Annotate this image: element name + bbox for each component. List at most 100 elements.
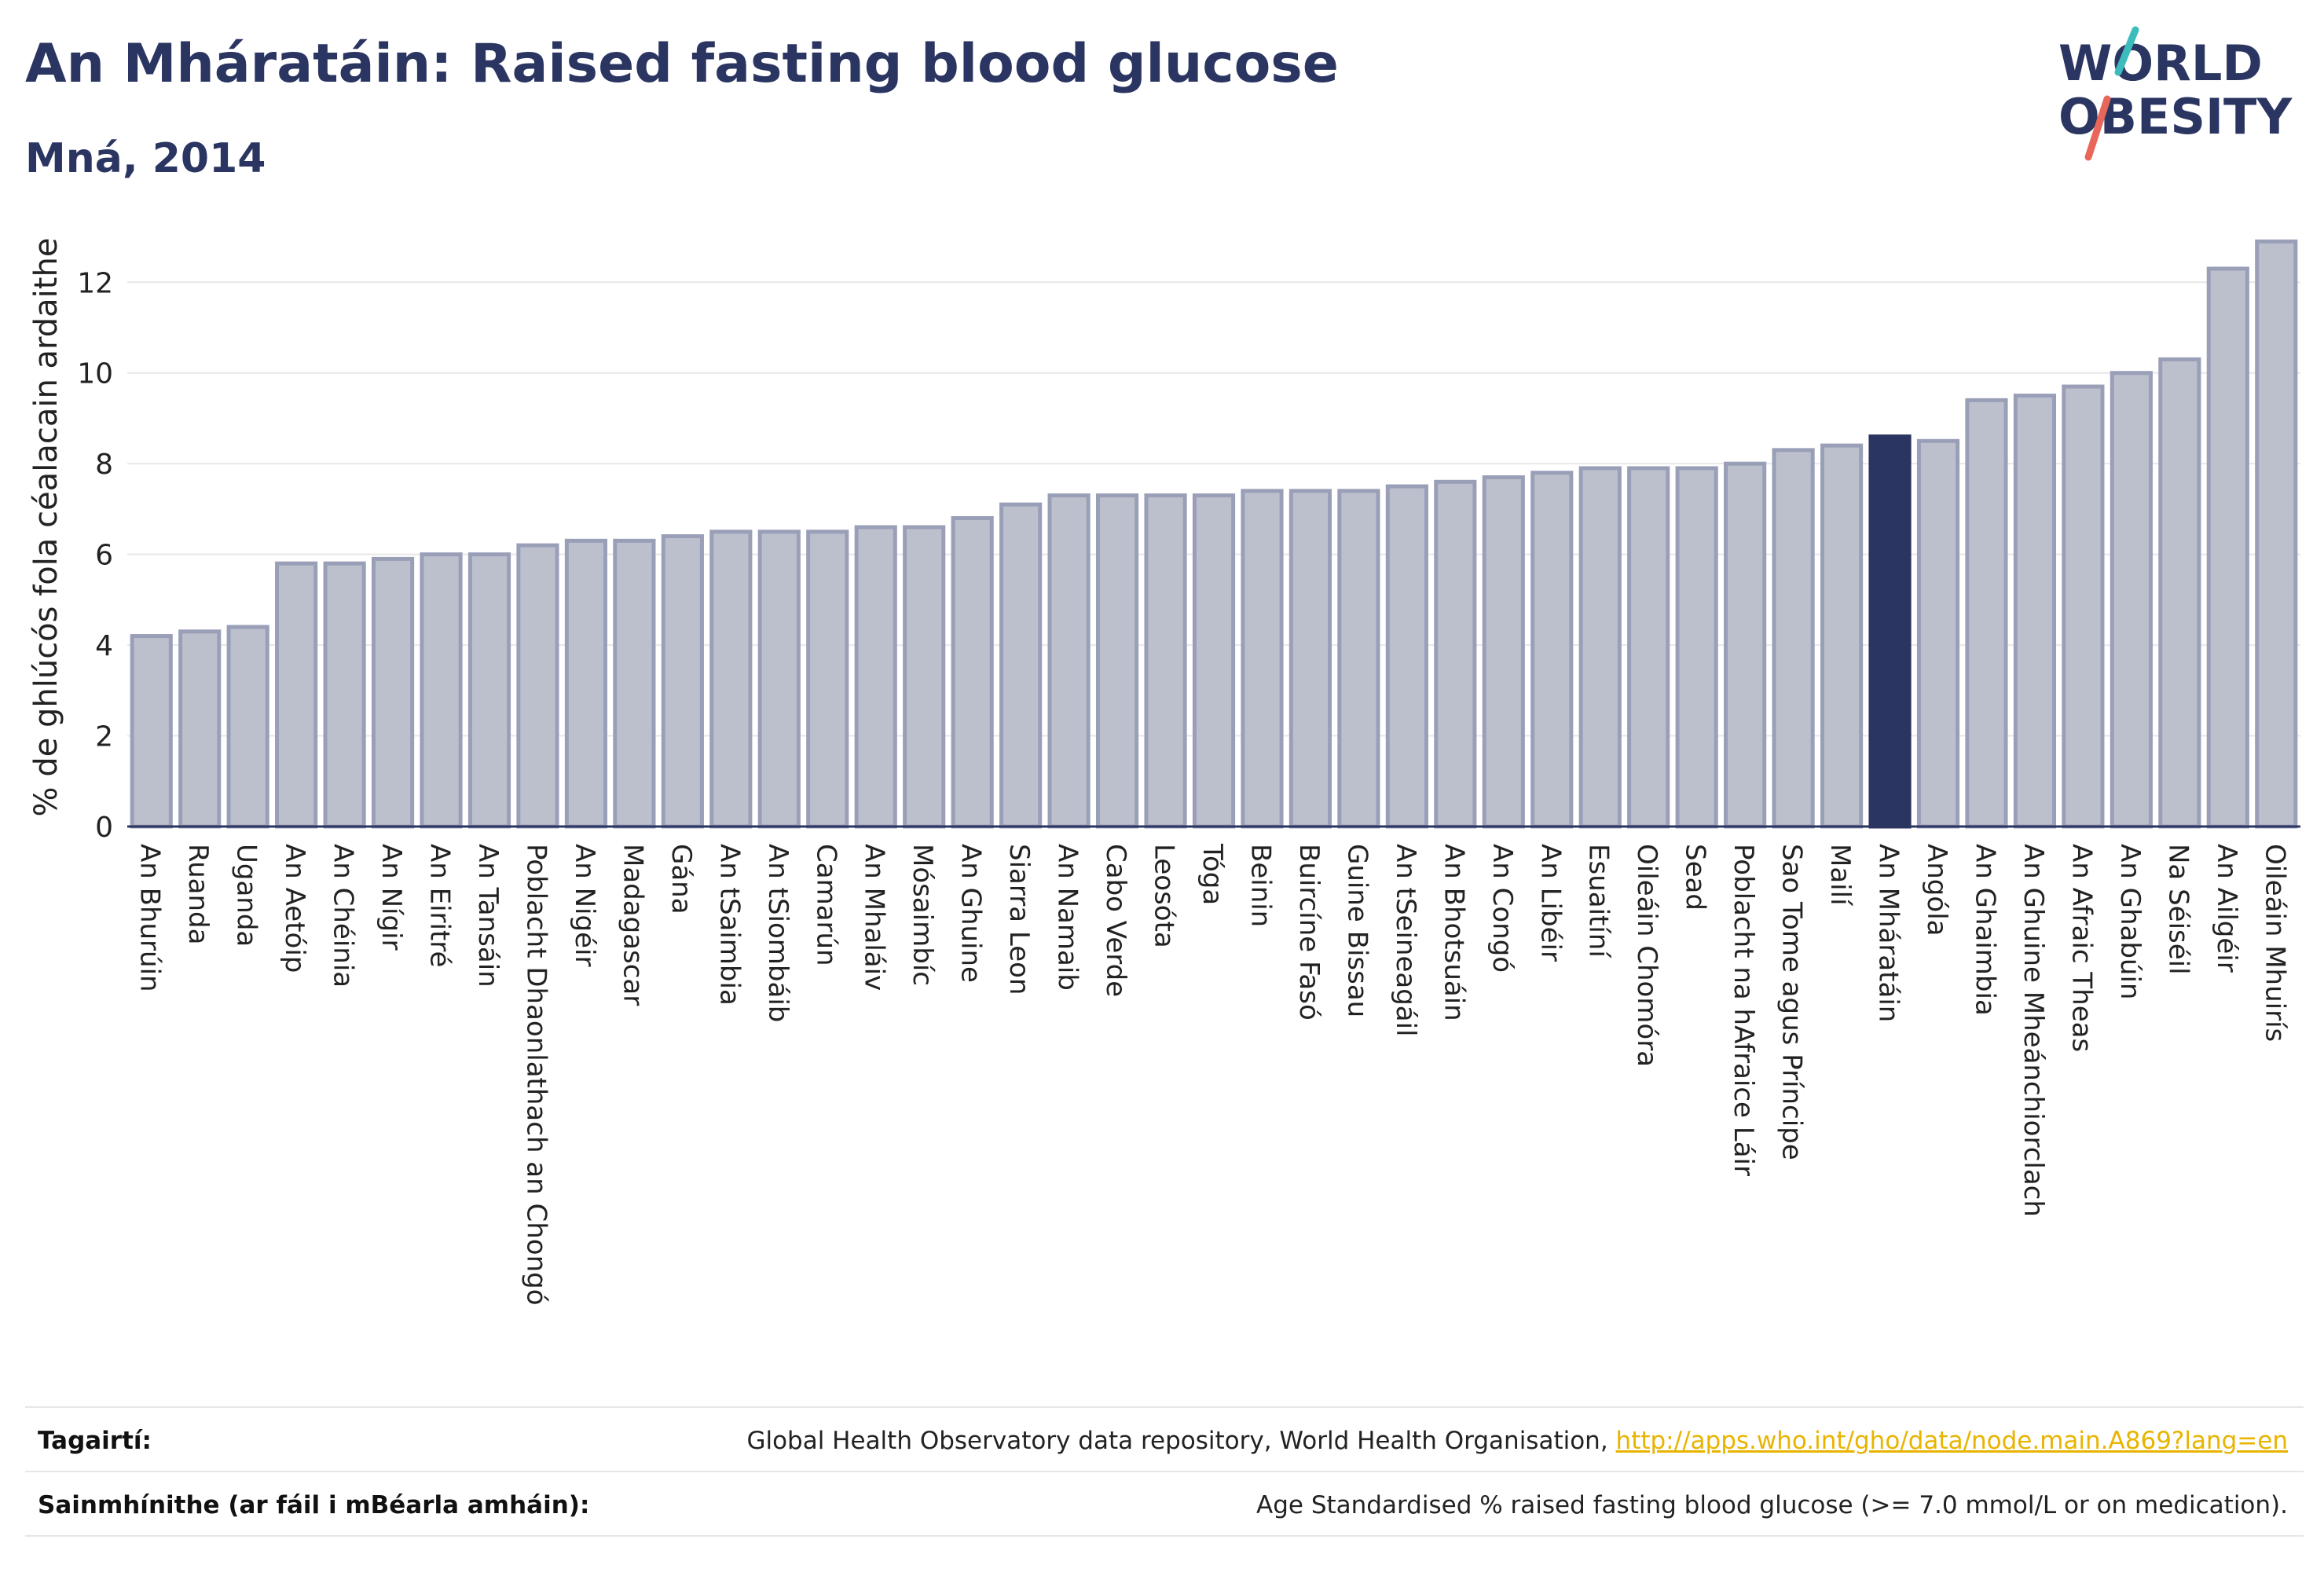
y-tick-label: 4	[95, 630, 113, 662]
bar	[130, 634, 173, 829]
bar	[1337, 489, 1380, 829]
x-tick-label: An Ghabúin	[2114, 844, 2146, 999]
bar	[709, 530, 753, 829]
x-tick-label: An tSaimbia	[713, 844, 745, 1006]
bar	[1530, 471, 1574, 829]
bar	[371, 556, 415, 829]
footer-divider-top	[25, 1406, 2304, 1408]
bar	[903, 525, 946, 829]
x-tick-label: Camarún	[810, 844, 841, 966]
bar	[613, 538, 656, 829]
y-tick-label: 0	[95, 812, 113, 844]
x-tick-label: Oileáin Mhuirís	[2259, 844, 2290, 1042]
x-tick-label: An Namaib	[1052, 844, 1083, 991]
x-tick-label: An Mháratáin	[1873, 844, 1904, 1022]
y-tick-label: 6	[95, 540, 113, 572]
bar	[1724, 461, 1767, 829]
x-tick-label: An Afraic Theas	[2066, 844, 2097, 1052]
bar	[467, 552, 511, 829]
bar	[1965, 398, 2008, 829]
references-text-row: Global Health Observatory data repositor…	[746, 1427, 2288, 1455]
x-tick-label: Oileáin Chomóra	[1631, 844, 1662, 1067]
x-tick-label: An tSeineagáil	[1390, 844, 1421, 1037]
x-tick-label: An Libéir	[1534, 844, 1566, 962]
x-tick-label: An tSiombáib	[762, 844, 794, 1022]
x-tick-label: Poblacht Dhaonlathach an Chongó	[520, 844, 552, 1306]
x-tick-label: Esuaitíní	[1583, 844, 1615, 958]
bar	[2158, 357, 2201, 829]
logo-slash-bottom	[2084, 95, 2111, 161]
x-tick-label: An Congó	[1486, 844, 1518, 973]
x-tick-label: An Eiritré	[424, 844, 456, 967]
x-tick-label: Gána	[665, 844, 697, 914]
logo-word-world: WORLD	[2058, 35, 2263, 92]
definitions-label: Sainmhínithe (ar fáil i mBéarla amháin):	[38, 1491, 590, 1519]
bar	[1916, 438, 1960, 829]
x-tick-label: Poblacht na hAfraice Láir	[1728, 844, 1759, 1176]
x-tick-label: An Chéinia	[328, 844, 359, 988]
bar	[178, 629, 222, 829]
bar	[1482, 475, 1525, 829]
bar	[1095, 493, 1139, 829]
bar	[951, 515, 994, 829]
bar	[2013, 394, 2057, 829]
bar	[999, 502, 1043, 829]
bar	[1144, 493, 1187, 829]
x-tick-label: An Nigéir	[569, 844, 600, 966]
x-tick-label: An Bhurúin	[134, 844, 166, 992]
references-link[interactable]: http://apps.who.int/gho/data/node.main.A…	[1615, 1427, 2288, 1455]
x-tick-label: An Ghaimbia	[1969, 844, 2000, 1016]
bar	[2110, 371, 2153, 829]
x-tick-label: Uganda	[231, 844, 262, 947]
x-tick-label: An Bhotsuáin	[1438, 844, 1469, 1021]
x-tick-label: Mósaimbíc	[907, 844, 938, 986]
bar	[757, 530, 801, 829]
x-tick-label: Cabo Verde	[1100, 844, 1131, 997]
bar	[1675, 466, 1718, 829]
bar	[1578, 466, 1622, 829]
y-tick-label: 10	[77, 358, 113, 390]
x-tick-label: An Aetóip	[279, 844, 310, 973]
x-tick-label: Sead	[1680, 844, 1711, 911]
world-obesity-logo: WORLD OBESITY	[2058, 26, 2293, 161]
x-tick-label: Ruanda	[182, 844, 214, 944]
x-tick-label: Guine Bissau	[1341, 844, 1373, 1017]
bar	[854, 525, 897, 829]
bar	[1192, 493, 1236, 829]
x-tick-label: Madagascar	[617, 844, 648, 1006]
bar	[1627, 466, 1670, 829]
bar	[1820, 443, 1864, 829]
footer-divider-middle	[25, 1471, 2304, 1472]
bar	[323, 561, 366, 829]
bar	[2062, 384, 2105, 829]
bar-chart: 0 2 4 6 8 10 12 % de ghlúcós fola céalacain ard…	[28, 238, 2300, 1306]
chart-title: An Mháratáin: Raised fasting blood gluco…	[25, 33, 1339, 95]
x-tick-label: Na Séiséil	[2162, 844, 2194, 975]
bar	[1385, 484, 1428, 829]
chart-subtitle: Mná, 2014	[25, 135, 266, 182]
bar	[1772, 448, 1815, 829]
bar	[516, 543, 559, 829]
bar	[661, 534, 704, 829]
x-tick-label: Sao Tome agus Príncipe	[1776, 844, 1808, 1160]
references-label: Tagairtí:	[38, 1427, 152, 1455]
x-tick-label: Angóla	[1921, 844, 1952, 936]
x-tick-label: An Nígir	[376, 844, 407, 951]
bar	[2206, 266, 2249, 829]
x-tick-label: An Mhaláiv	[859, 844, 890, 991]
x-tick-label: Leosóta	[1149, 844, 1180, 948]
y-tick-label: 2	[95, 721, 113, 753]
x-tick-label: An Ghuine	[955, 844, 987, 983]
bar	[1288, 489, 1332, 829]
x-tick-label: An Tansáin	[472, 844, 504, 988]
x-tick-label: Buircíne Fasó	[1293, 844, 1325, 1021]
definitions-text: Age Standardised % raised fasting blood …	[1256, 1491, 2288, 1519]
x-tick-label: Beinin	[1244, 844, 1276, 927]
bar	[2255, 239, 2298, 829]
logo-slash-top	[2114, 26, 2139, 76]
bar	[275, 561, 318, 829]
y-tick-label: 8	[95, 449, 113, 481]
bar	[420, 552, 463, 829]
bar-highlighted	[1868, 434, 1912, 829]
